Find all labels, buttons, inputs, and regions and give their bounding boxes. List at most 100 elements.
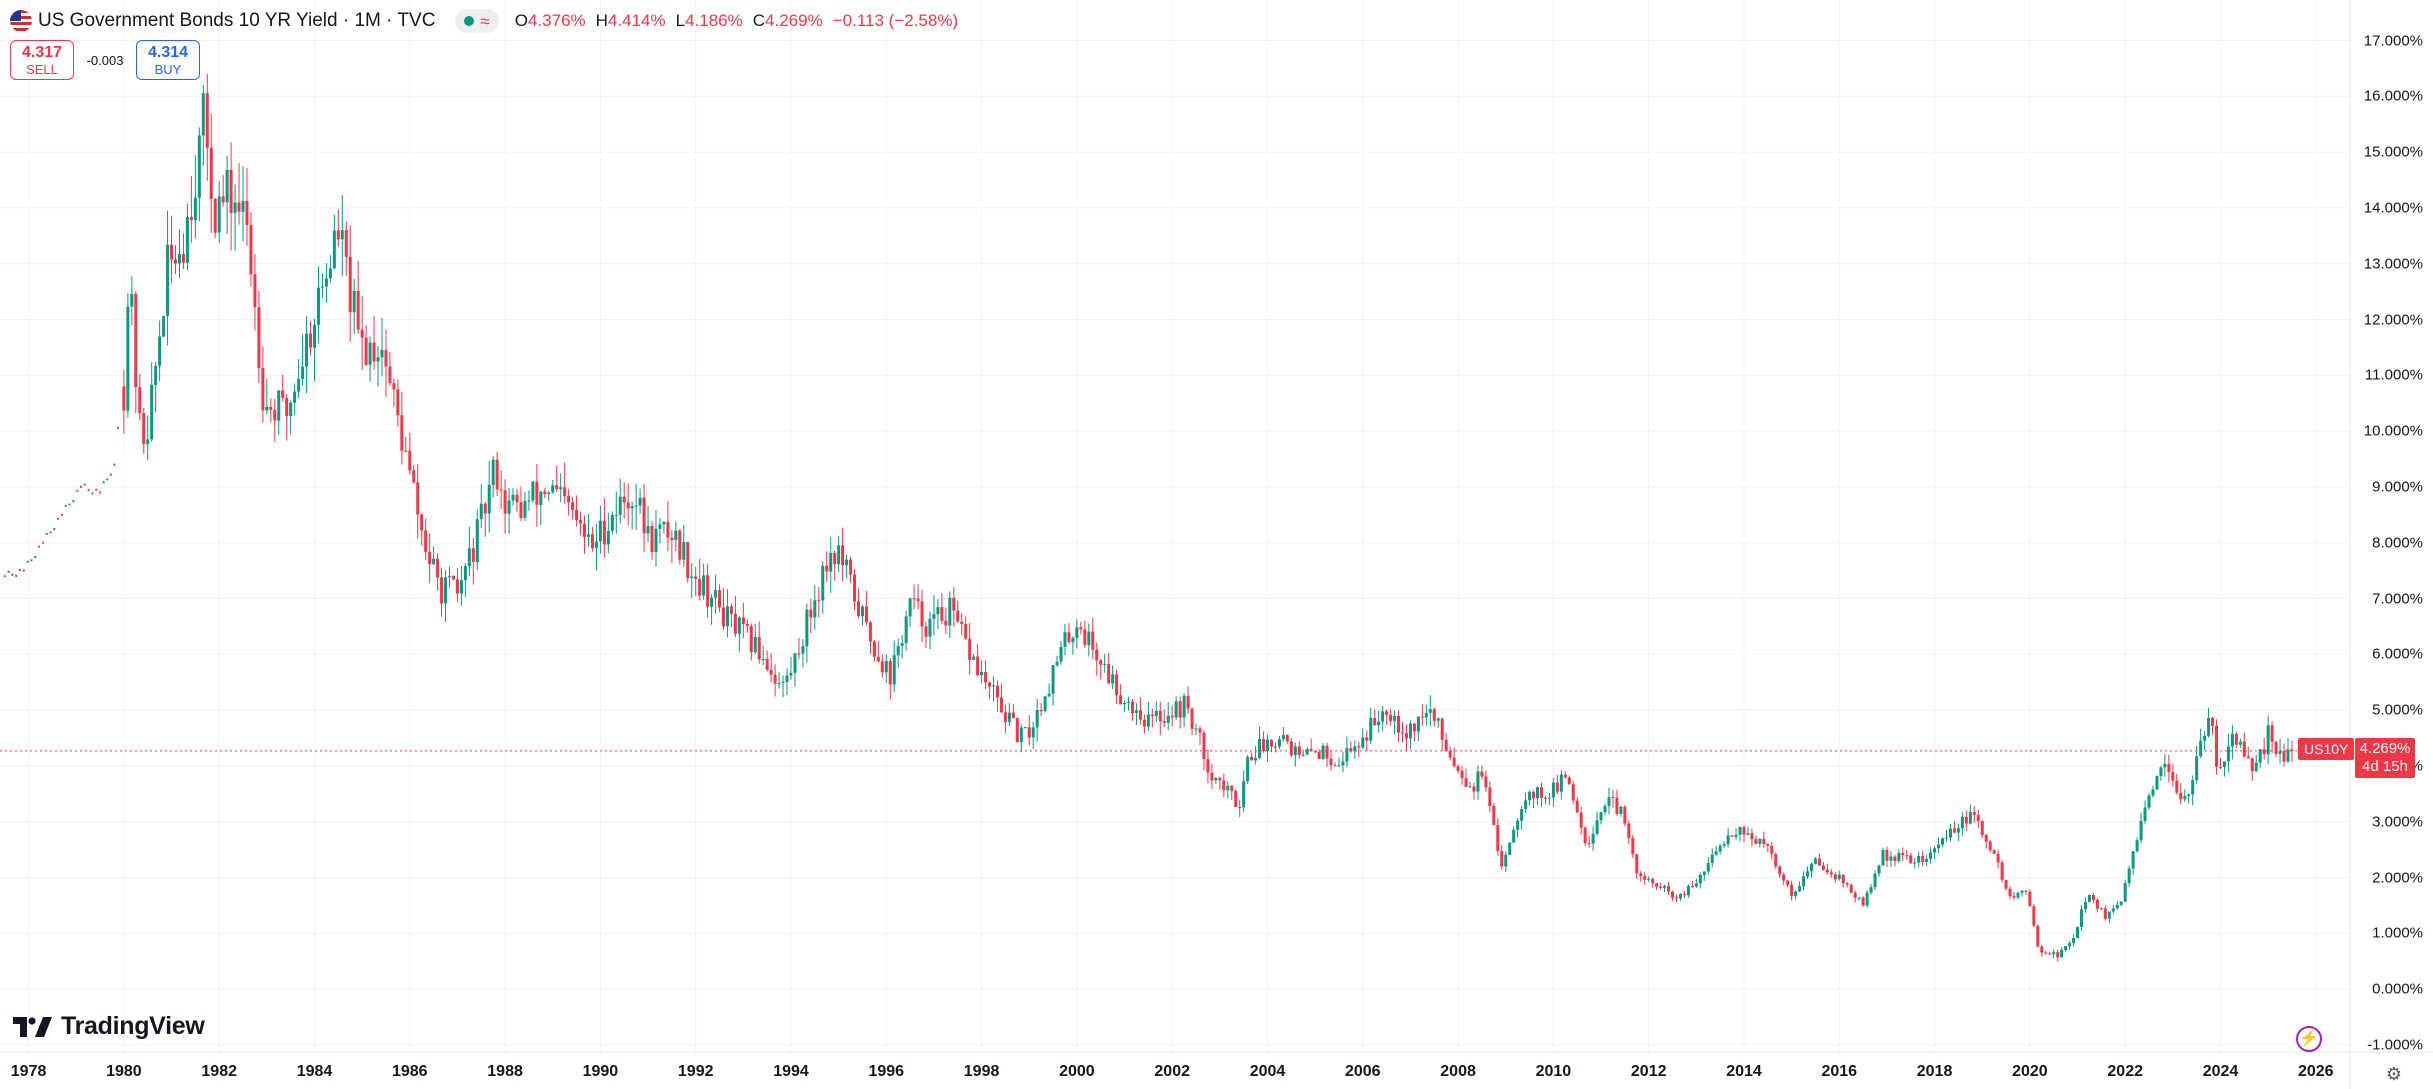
candle-body: [1389, 714, 1393, 721]
candle-body: [1563, 774, 1567, 778]
candle-body: [1051, 665, 1055, 694]
candle-body: [650, 525, 654, 552]
candle-body: [1964, 816, 1968, 824]
candle-body: [384, 349, 388, 367]
candle-body: [741, 617, 745, 624]
candle-body: [1829, 872, 1833, 875]
candle-body: [253, 274, 257, 308]
candle-body: [853, 574, 857, 602]
candle-body: [932, 614, 936, 619]
candle-body: [1817, 858, 1821, 866]
candle-body: [686, 542, 690, 579]
x-tick-label: 1984: [296, 1063, 333, 1080]
y-tick-label: 12.000%: [2363, 311, 2423, 328]
price-dot: [3, 575, 6, 578]
candle-body: [888, 661, 892, 685]
candle-body: [1893, 856, 1897, 861]
candle-body: [281, 390, 285, 398]
candle-body: [984, 671, 988, 683]
candle-body: [519, 502, 523, 518]
candle-body: [1138, 710, 1142, 720]
candle-body: [856, 601, 860, 616]
tradingview-logo-icon: [13, 1016, 52, 1037]
price-dot: [11, 573, 14, 576]
candle-body: [515, 494, 519, 503]
candle-body: [455, 579, 459, 594]
candle-body: [904, 616, 908, 644]
tradingview-logo[interactable]: TradingView: [13, 1012, 205, 1041]
candle-body: [1635, 854, 1639, 874]
candle-body: [1234, 791, 1238, 808]
buy-label: BUY: [154, 61, 182, 77]
candle-body: [1905, 855, 1909, 857]
candle-body: [1214, 777, 1218, 781]
candle-body: [1806, 871, 1810, 877]
candle-body: [646, 525, 650, 534]
candle-body: [1178, 701, 1182, 718]
candle-body: [2199, 740, 2203, 757]
candle-body: [598, 520, 602, 542]
candle-body: [1397, 716, 1401, 733]
candle-body: [2242, 741, 2246, 757]
candle-body: [1837, 874, 1841, 880]
candle-body: [352, 290, 356, 313]
buy-button[interactable]: 4.314 BUY: [136, 40, 200, 80]
candle-body: [209, 147, 213, 200]
candle-body: [845, 559, 849, 566]
price-dot: [80, 485, 83, 488]
candle-body: [2012, 896, 2016, 898]
candle-body: [1607, 797, 1611, 806]
candle-body: [1551, 782, 1555, 798]
candle-body: [1377, 721, 1381, 726]
price-dot: [22, 569, 25, 572]
candle-body: [610, 515, 614, 531]
candle-body: [872, 641, 876, 657]
candle-body: [2155, 776, 2159, 790]
symbol-title[interactable]: US Government Bonds 10 YR Yield · 1M · T…: [38, 10, 436, 31]
x-tick-label: 2002: [1154, 1063, 1190, 1080]
candle-body: [1158, 710, 1162, 722]
candle-body: [1500, 850, 1504, 867]
candle-body: [1059, 646, 1063, 662]
y-tick-label: 2.000%: [2372, 869, 2423, 886]
candle-body: [670, 537, 674, 541]
candle-body: [1873, 873, 1877, 888]
candle-body: [733, 613, 737, 634]
x-tick-label: 1980: [106, 1063, 142, 1080]
ohlc-high: H4.414%: [595, 11, 666, 30]
y-tick-label: 3.000%: [2372, 813, 2423, 831]
candle-body: [805, 609, 809, 647]
flash-icon[interactable]: ⚡: [2296, 1026, 2322, 1052]
candle-body: [316, 287, 320, 325]
candle-body: [2246, 756, 2250, 759]
candle-body: [138, 387, 142, 414]
candle-body: [638, 497, 642, 506]
y-tick-label: -1.000%: [2367, 1036, 2423, 1054]
candle-body: [1067, 632, 1071, 643]
candle-body: [1925, 858, 1929, 862]
candle-body: [1420, 716, 1424, 718]
candle-body: [1667, 885, 1671, 892]
last-price-badge: 4.269% 4d 15h: [2355, 738, 2415, 778]
candle-body: [817, 600, 821, 602]
settings-gear-icon[interactable]: ⚙: [2385, 1064, 2403, 1084]
candle-body: [1218, 777, 1222, 781]
candle-body: [1599, 812, 1603, 821]
candle-body: [1543, 797, 1547, 799]
market-status-pill[interactable]: ≈: [455, 9, 499, 33]
candle-body: [1587, 843, 1591, 845]
candle-body: [972, 656, 976, 660]
candle-body: [2274, 741, 2278, 754]
candle-body: [332, 230, 336, 269]
candle-body: [1289, 741, 1293, 756]
candle-body: [1885, 849, 1889, 861]
candle-body: [1071, 637, 1075, 643]
candle-body: [2159, 767, 2163, 777]
candle-body: [2135, 840, 2139, 852]
candle-body: [404, 450, 408, 452]
sell-button[interactable]: 4.317 SELL: [10, 40, 74, 80]
candle-series: [3, 73, 2294, 962]
candle-body: [1794, 891, 1798, 896]
x-tick-label: 2010: [1535, 1063, 1572, 1080]
